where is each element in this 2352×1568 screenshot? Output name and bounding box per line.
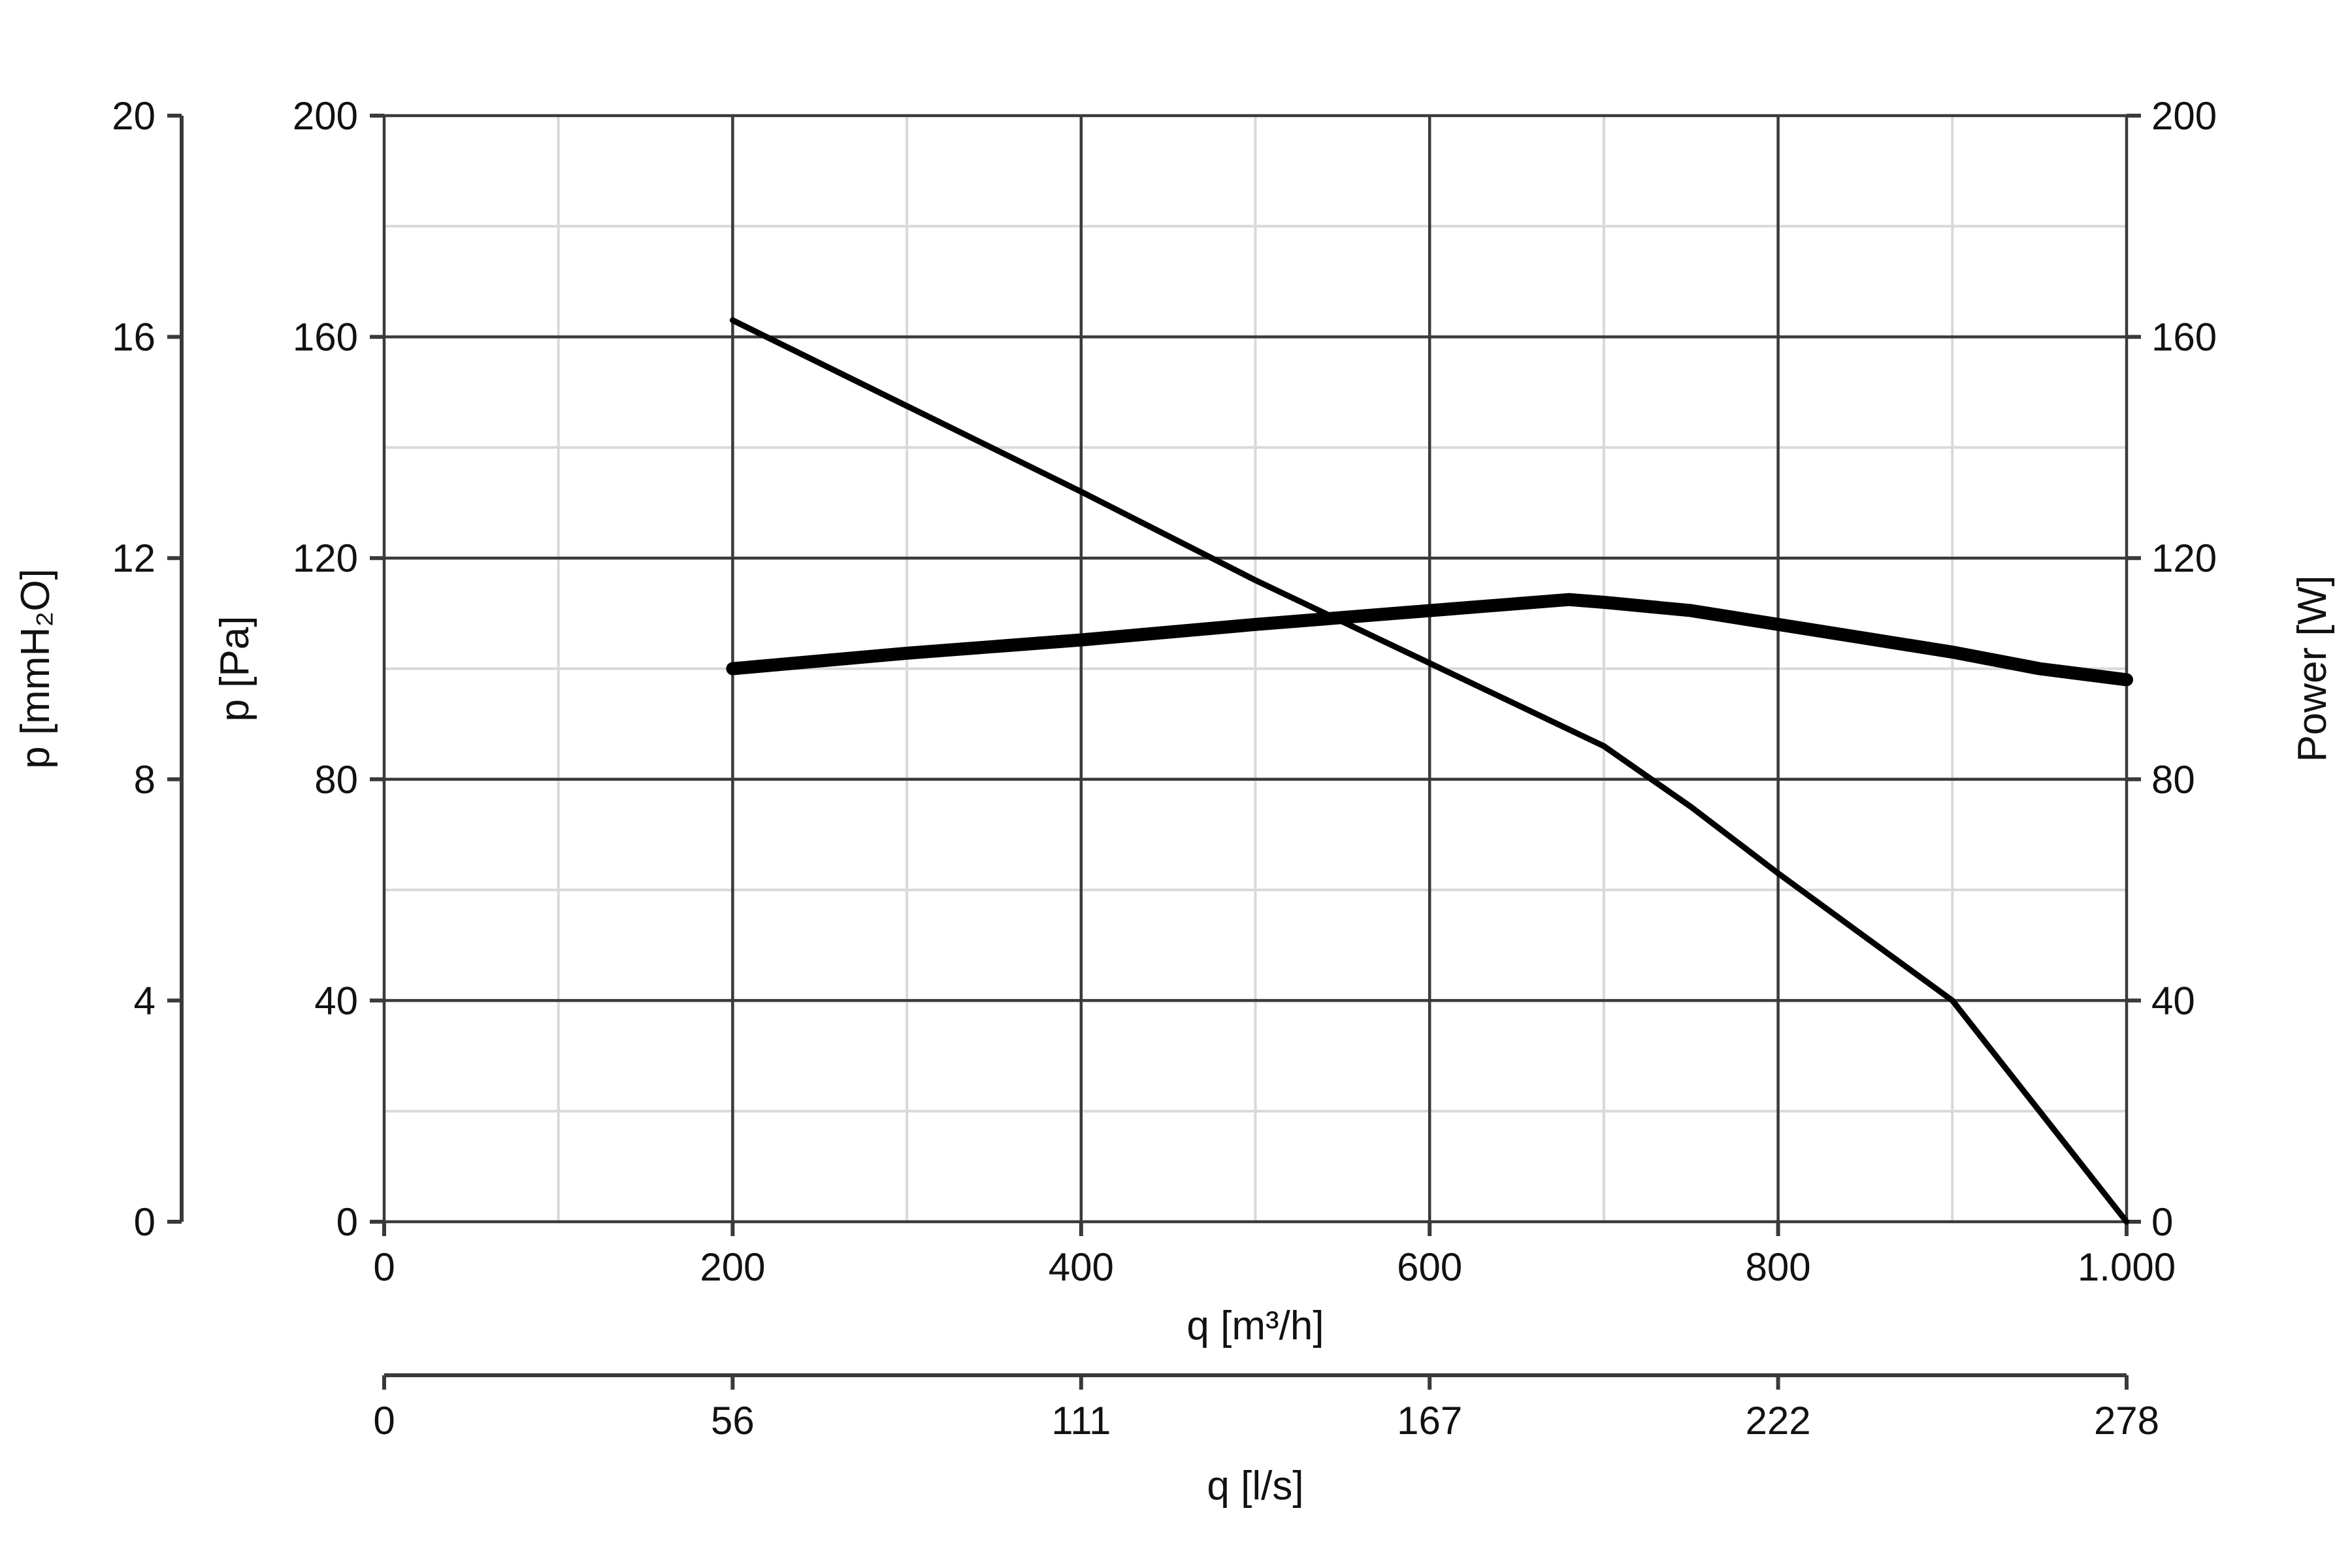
x-axis-title: q [m³/h]	[1186, 1303, 1324, 1348]
right-y-axis-title: Power [W]	[2290, 576, 2335, 762]
x-tick-label: 1.000	[2078, 1245, 2176, 1289]
secondary-y-tick-label: 16	[112, 316, 155, 359]
secondary-x-tick-label: 167	[1397, 1399, 1462, 1443]
y-tick-label: 80	[314, 758, 358, 802]
x-tick-label: 800	[1746, 1245, 1811, 1289]
right-y-tick-label: 200	[2151, 94, 2217, 138]
x-tick-label: 0	[373, 1245, 395, 1289]
x-tick-label: 200	[700, 1245, 765, 1289]
right-y-tick-label: 0	[2151, 1200, 2173, 1244]
x-tick-label: 600	[1397, 1245, 1462, 1289]
secondary-x-tick-label: 56	[711, 1399, 755, 1443]
x-tick-label: 400	[1049, 1245, 1114, 1289]
right-y-tick-label: 80	[2151, 758, 2195, 802]
major-gridlines	[382, 114, 2129, 1224]
minor-gridlines	[384, 116, 2127, 1222]
secondary-x-tick-label: 111	[1051, 1399, 1111, 1443]
secondary-x-tick-label: 0	[373, 1399, 395, 1443]
secondary-y-tick-label: 0	[134, 1200, 155, 1244]
right-y-tick-label: 40	[2151, 979, 2195, 1022]
secondary-x-tick-label: 222	[1746, 1399, 1811, 1443]
secondary-y-tick-label: 8	[134, 758, 155, 802]
power-curve-line	[726, 593, 2133, 687]
y-tick-label: 200	[293, 94, 358, 138]
secondary-y-tick-label: 12	[112, 536, 155, 580]
secondary-x-tick-label: 278	[2094, 1399, 2159, 1443]
y-tick-label: 40	[314, 979, 358, 1022]
axes	[167, 114, 2141, 1390]
pressure-curve-line	[729, 317, 2130, 1225]
secondary-y-tick-label: 20	[112, 94, 155, 138]
secondary-y-tick-label: 4	[134, 979, 155, 1022]
y-tick-label: 160	[293, 316, 358, 359]
secondary-y-axis-title: p [mmH₂O]	[13, 568, 58, 769]
right-y-tick-label: 160	[2151, 316, 2217, 359]
y-tick-label: 120	[293, 536, 358, 580]
secondary-x-axis-title: q [l/s]	[1207, 1463, 1303, 1509]
right-y-tick-label: 120	[2151, 536, 2217, 580]
y-axis-title: p [Pa]	[212, 616, 257, 722]
y-tick-label: 0	[336, 1200, 358, 1244]
data-series	[726, 317, 2133, 1225]
